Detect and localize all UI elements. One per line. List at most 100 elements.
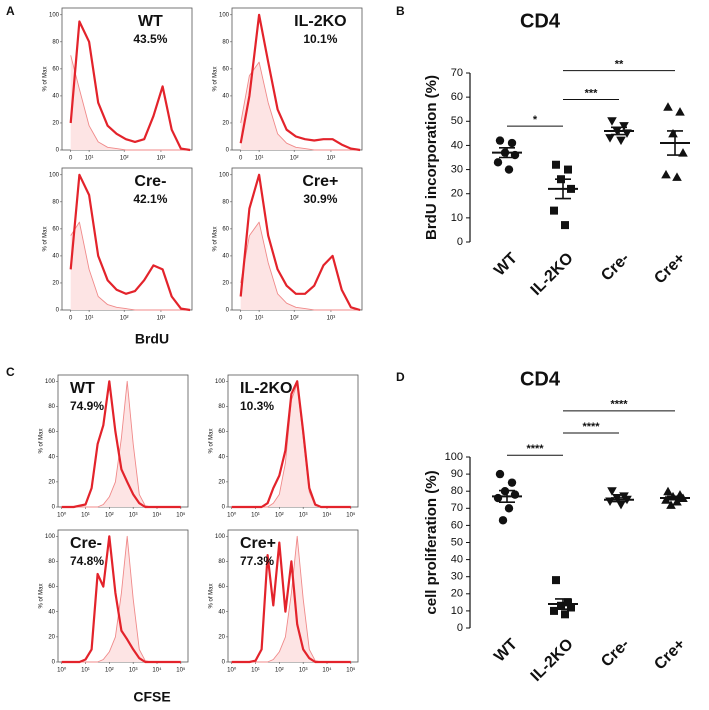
y-axis-label: % of Max [209, 428, 215, 453]
x-tick-label: 10³ [299, 513, 308, 519]
y-tick-label: 100 [219, 172, 230, 178]
histogram-line [240, 61, 361, 151]
y-axis-label: % of Max [39, 583, 45, 608]
y-tick-label: 40 [48, 609, 55, 615]
y-tick-label: 0 [457, 236, 463, 248]
y-tick-label: 40 [222, 253, 229, 259]
y-tick-label: 70 [451, 67, 463, 79]
area [240, 62, 361, 150]
data-point [557, 601, 565, 610]
y-tick-label: 20 [52, 281, 59, 287]
x-tick-label: 10⁰ [227, 512, 237, 519]
error-bar [611, 497, 627, 503]
data-point [663, 102, 673, 111]
y-tick-label: 20 [52, 121, 59, 127]
y-axis-label: % of Max [213, 66, 219, 91]
sample-label: Cre- [70, 535, 102, 552]
data-point [607, 487, 617, 496]
data-point [619, 122, 629, 131]
data-point [675, 107, 685, 116]
y-tick-label: 30 [451, 571, 463, 583]
data-point [504, 504, 514, 513]
x-tick-label: WT [491, 250, 521, 280]
data-point [561, 610, 569, 619]
histogram-line [61, 535, 181, 664]
data-point [493, 158, 503, 167]
y-axis-label: cell proliferation (%) [423, 470, 440, 614]
data-point [661, 495, 671, 504]
error-bar [499, 147, 515, 159]
y-tick-label: 0 [52, 660, 56, 666]
y-tick-label: 40 [52, 93, 59, 99]
data-point [504, 165, 514, 174]
y-axis-label: % of Max [213, 226, 219, 251]
y-tick-label: 60 [52, 226, 59, 232]
y-tick-label: 100 [219, 12, 230, 18]
y-tick-label: 20 [48, 479, 55, 485]
data-point [507, 138, 517, 148]
panel-letter: D [396, 370, 405, 384]
data-point [561, 221, 569, 230]
x-tick-label: 10² [275, 513, 284, 519]
data-point [510, 490, 520, 499]
x-tick-label: 10³ [129, 668, 138, 674]
histogram-line [70, 221, 191, 311]
error-bar [667, 495, 683, 501]
x-tick-label: 10¹ [85, 156, 94, 162]
y-tick-label: 80 [48, 404, 55, 410]
percent-label: 43.5% [133, 32, 167, 46]
y-tick-label: 0 [457, 622, 463, 634]
x-tick-label: Cre- [598, 250, 633, 285]
x-tick-label: 10³ [327, 156, 336, 162]
y-tick-label: 70 [451, 502, 463, 514]
significance-label: **** [526, 443, 544, 455]
y-axis-label: % of Max [43, 66, 49, 91]
percent-label: 77.3% [240, 554, 274, 568]
y-axis-label: BrdU incorporation (%) [423, 75, 440, 240]
error-bar [667, 130, 683, 156]
y-tick-label: 60 [222, 66, 229, 72]
error-bar [555, 178, 571, 200]
area [240, 222, 361, 310]
histogram-line [231, 541, 351, 664]
x-tick-label: 0 [239, 156, 243, 162]
y-tick-label: 40 [48, 454, 55, 460]
data-point [661, 169, 671, 179]
significance-label: ** [615, 58, 624, 70]
significance-label: *** [585, 87, 599, 99]
x-tick-label: 0 [69, 156, 73, 162]
significance-label: * [533, 114, 538, 126]
y-tick-label: 60 [218, 429, 225, 435]
x-tick-label: WT [491, 636, 521, 666]
significance-label: **** [582, 421, 600, 433]
data-point [550, 606, 558, 615]
sample-label: Cre+ [302, 173, 338, 190]
y-tick-label: 80 [52, 199, 59, 205]
y-tick-label: 100 [445, 451, 463, 463]
y-tick-label: 20 [218, 479, 225, 485]
x-tick-label: 10³ [299, 668, 308, 674]
histogram-line [239, 13, 361, 152]
y-tick-label: 50 [451, 536, 463, 548]
y-tick-label: 80 [218, 404, 225, 410]
y-tick-label: 0 [52, 505, 56, 511]
x-tick-label: IL-2KO [528, 250, 577, 299]
x-tick-label: 10² [290, 156, 299, 162]
y-tick-label: 80 [222, 199, 229, 205]
x-tick-label: 10¹ [251, 513, 260, 519]
y-axis-label: % of Max [43, 226, 49, 251]
x-tick-label: 10² [120, 316, 129, 322]
y-tick-label: 40 [451, 139, 463, 151]
sample-label: Cre- [134, 173, 166, 190]
y-tick-label: 60 [48, 584, 55, 590]
y-axis-label: % of Max [209, 583, 215, 608]
panel-letter: C [6, 365, 15, 379]
area [231, 536, 351, 662]
area [70, 222, 191, 310]
histogram-line [231, 380, 351, 509]
x-tick-label: 10² [275, 668, 284, 674]
percent-label: 42.1% [133, 192, 167, 206]
y-tick-label: 100 [45, 379, 56, 385]
y-tick-label: 40 [451, 554, 463, 566]
